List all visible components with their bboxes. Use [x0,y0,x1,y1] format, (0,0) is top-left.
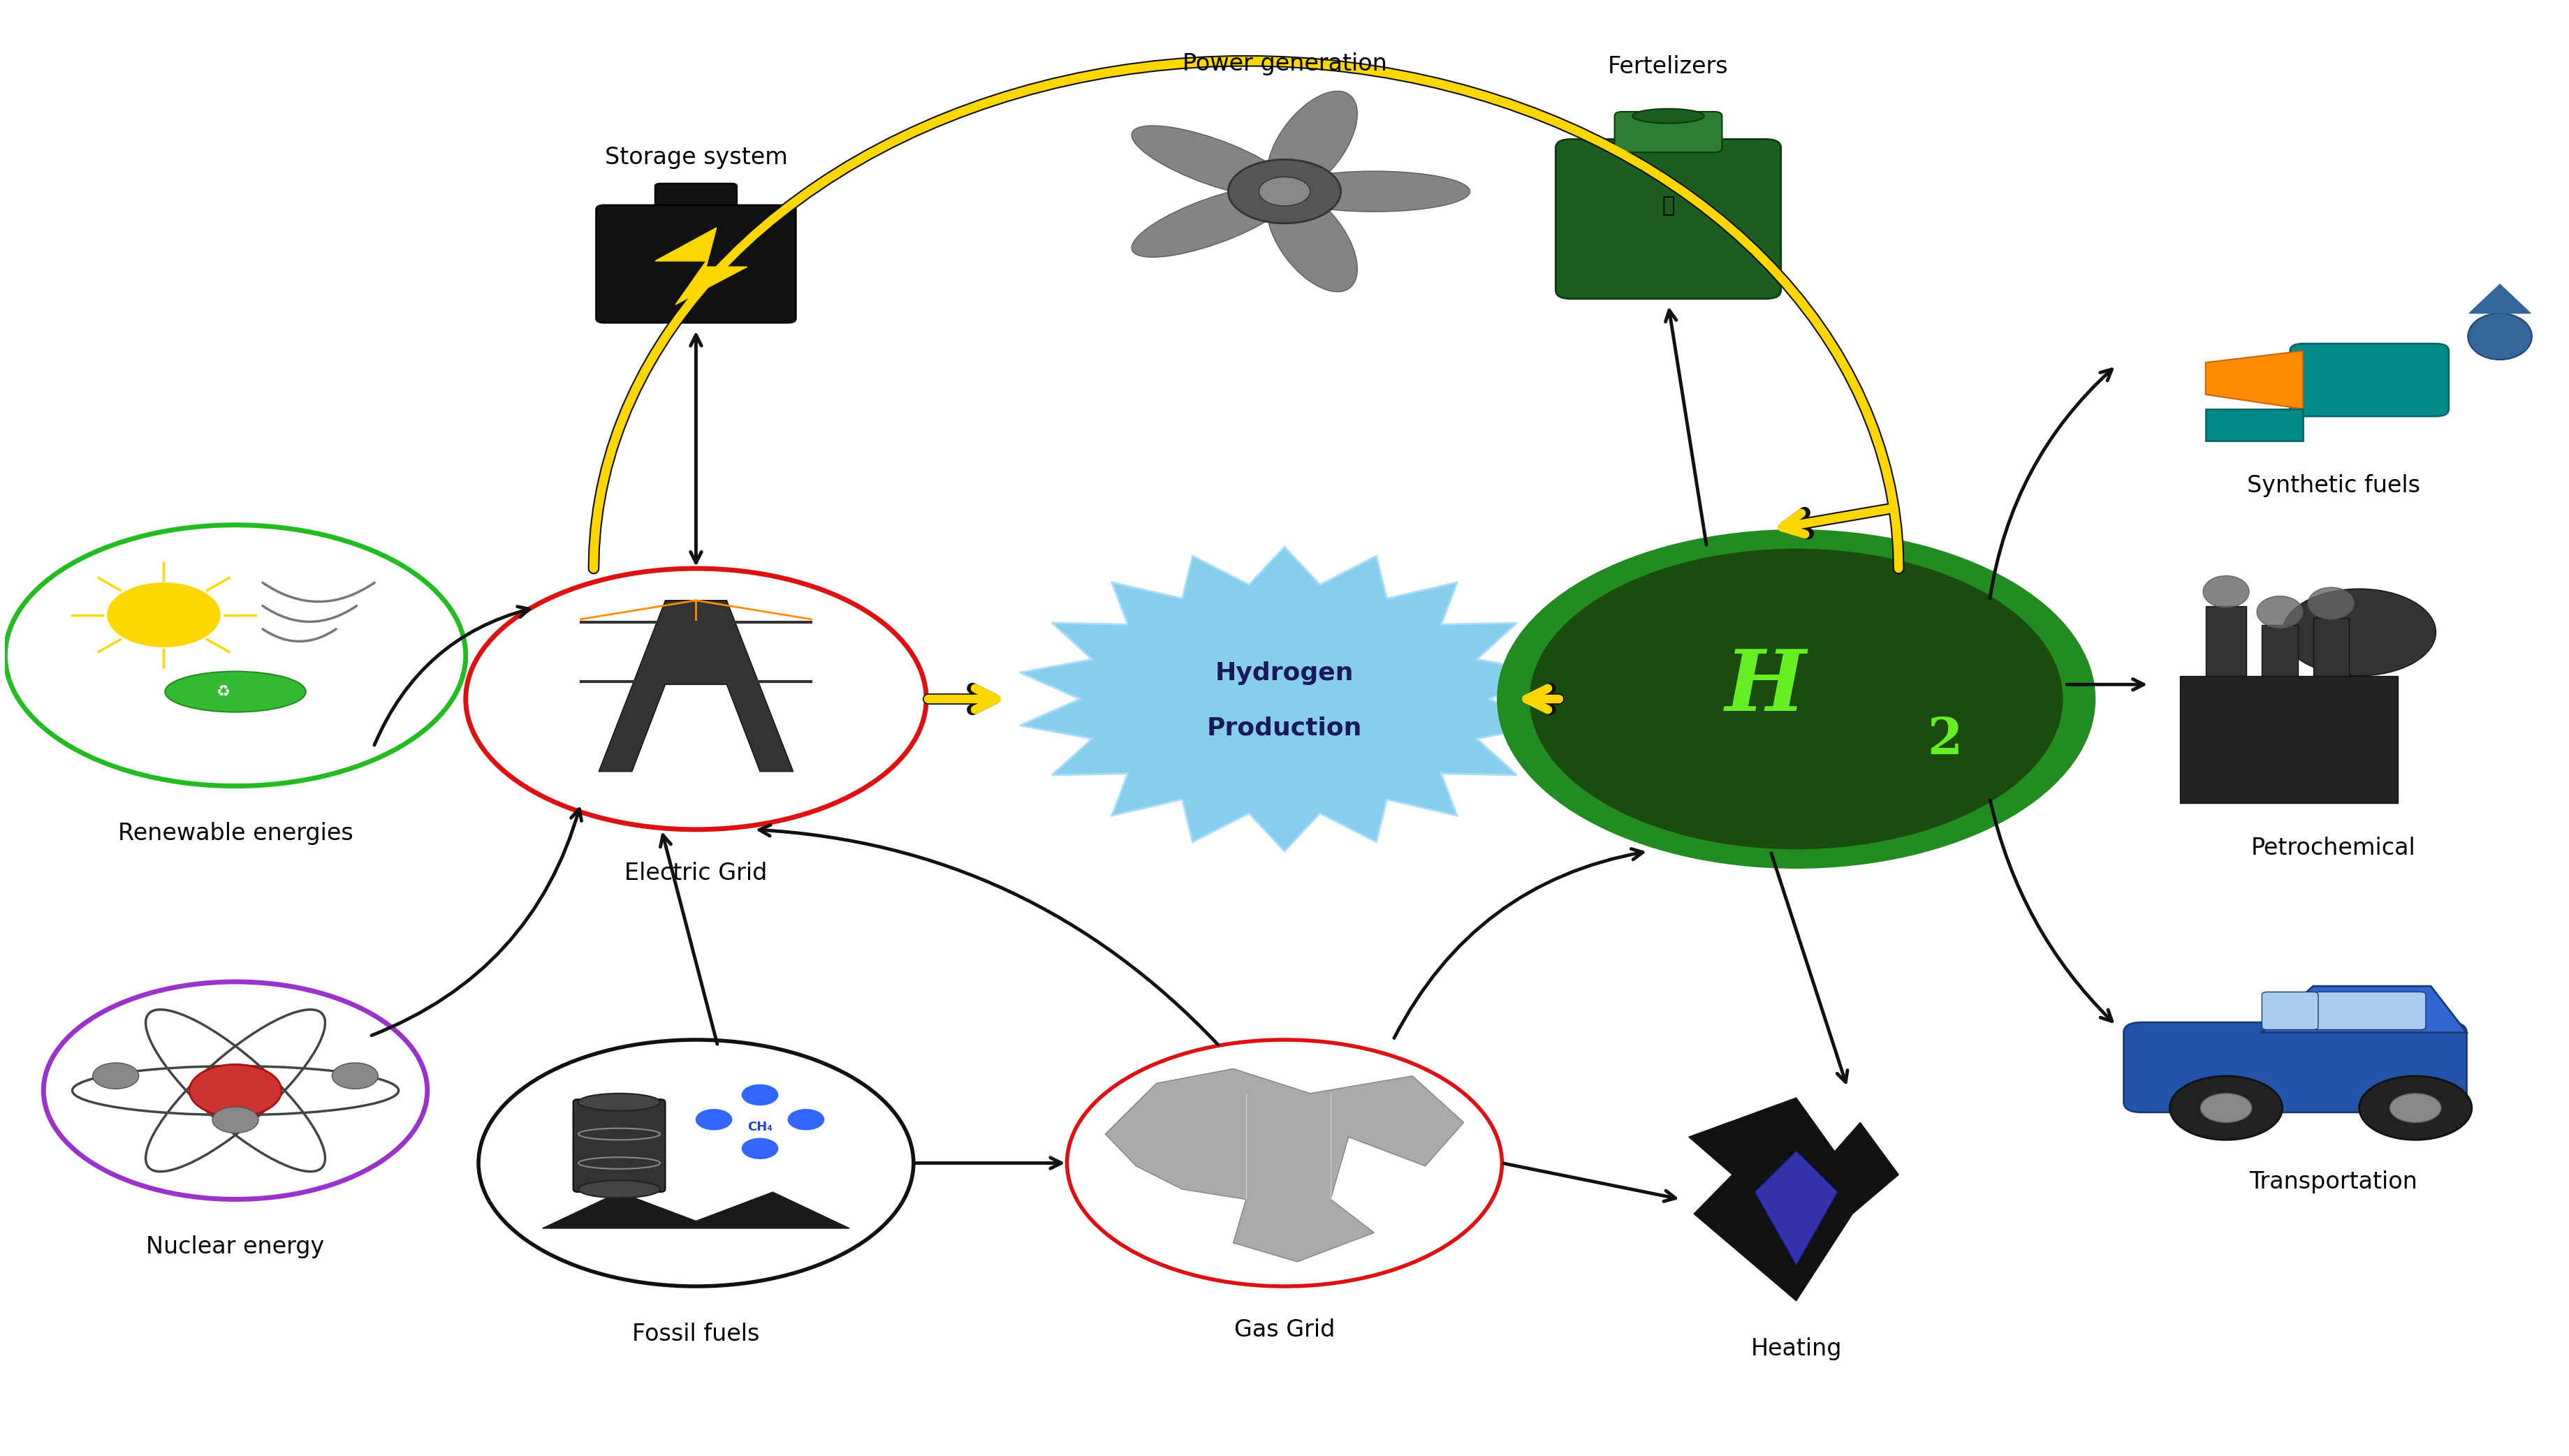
FancyBboxPatch shape [573,1099,665,1192]
Text: Nuclear energy: Nuclear energy [146,1236,324,1258]
Polygon shape [542,1192,850,1229]
Text: 2: 2 [1927,715,1963,764]
FancyBboxPatch shape [2125,1022,2466,1112]
Text: Power generation: Power generation [1182,52,1387,76]
Circle shape [1498,530,2096,869]
Circle shape [1259,178,1310,205]
Text: Fertelizers: Fertelizers [1608,55,1729,79]
Circle shape [2171,1076,2281,1140]
Circle shape [465,568,927,830]
Circle shape [696,1109,732,1130]
Text: CH₄: CH₄ [748,1121,773,1133]
Text: Gas Grid: Gas Grid [1233,1318,1336,1341]
FancyBboxPatch shape [2261,992,2317,1029]
Polygon shape [599,600,794,772]
Polygon shape [2469,284,2530,313]
Ellipse shape [2204,575,2248,607]
Circle shape [742,1139,778,1159]
FancyBboxPatch shape [2261,625,2297,676]
Text: H: H [1726,646,1806,729]
Text: Storage system: Storage system [604,146,789,169]
Text: 🌿: 🌿 [1662,195,1675,215]
Ellipse shape [2307,587,2353,619]
Circle shape [1066,1040,1503,1286]
FancyBboxPatch shape [2181,676,2397,804]
Polygon shape [655,227,748,304]
Text: Heating: Heating [1749,1337,1842,1360]
Ellipse shape [1130,125,1292,198]
FancyBboxPatch shape [596,205,796,323]
Circle shape [789,1109,825,1130]
Polygon shape [2207,351,2302,409]
Ellipse shape [578,1093,660,1111]
Circle shape [1529,546,2065,852]
Ellipse shape [2256,596,2302,628]
Text: Petrochemical: Petrochemical [2250,837,2415,860]
Polygon shape [2261,986,2466,1032]
Ellipse shape [578,1181,660,1198]
Text: Synthetic fuels: Synthetic fuels [2248,475,2420,498]
Circle shape [478,1040,915,1286]
Circle shape [1228,160,1341,223]
Circle shape [213,1107,259,1133]
Polygon shape [1755,1152,1837,1265]
Circle shape [2358,1076,2471,1140]
Circle shape [190,1064,283,1117]
Ellipse shape [164,671,306,712]
Ellipse shape [1267,92,1356,195]
Circle shape [2389,1093,2441,1123]
Text: ♻: ♻ [216,684,229,699]
Circle shape [331,1063,378,1089]
Text: Fossil fuels: Fossil fuels [632,1322,760,1345]
Text: Production: Production [1207,716,1362,740]
Text: Electric Grid: Electric Grid [624,862,768,884]
Circle shape [2281,588,2435,676]
Polygon shape [1688,1098,1898,1300]
FancyBboxPatch shape [2312,992,2425,1029]
FancyBboxPatch shape [1613,112,1721,153]
Polygon shape [1105,1069,1464,1262]
Circle shape [92,1063,139,1089]
Circle shape [108,582,221,646]
Ellipse shape [1130,185,1292,258]
Text: Renewable energies: Renewable energies [118,823,352,846]
Polygon shape [2207,409,2302,441]
Ellipse shape [2469,313,2533,360]
Ellipse shape [1279,172,1469,211]
Circle shape [742,1085,778,1105]
Circle shape [5,526,465,786]
Circle shape [44,981,426,1200]
FancyBboxPatch shape [2312,617,2348,676]
Ellipse shape [1267,188,1356,291]
FancyBboxPatch shape [1557,140,1780,298]
FancyBboxPatch shape [2289,344,2448,416]
Text: Transportation: Transportation [2250,1171,2417,1194]
Circle shape [2202,1093,2250,1123]
Polygon shape [1020,546,1549,852]
Text: Hydrogen: Hydrogen [1215,661,1354,684]
FancyBboxPatch shape [655,183,737,215]
Ellipse shape [1631,109,1703,124]
FancyBboxPatch shape [2207,606,2245,676]
